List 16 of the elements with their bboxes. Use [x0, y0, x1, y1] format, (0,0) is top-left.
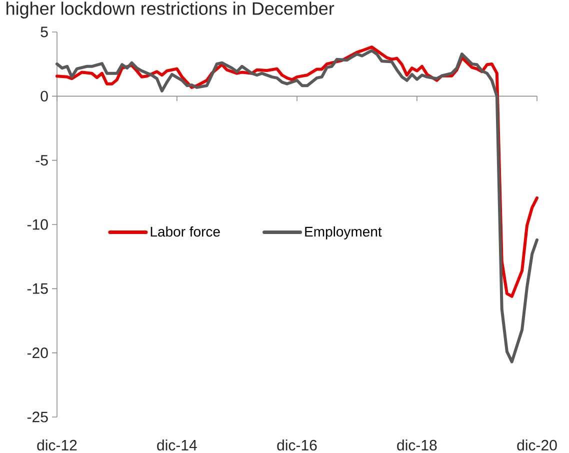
y-tick-label: -10 — [27, 219, 48, 230]
y-tick-label: -25 — [27, 412, 48, 422]
x-tick-label: dic-16 — [277, 440, 317, 451]
y-tick-label: -20 — [27, 348, 48, 358]
chart-title: higher lockdown restrictions in December — [6, 2, 334, 18]
x-tick-label: dic-18 — [397, 440, 437, 451]
y-tick-label: -5 — [36, 155, 48, 166]
x-tick-label: dic-20 — [517, 440, 557, 451]
y-tick-label: 5 — [40, 26, 48, 38]
line-series — [56, 49, 539, 364]
y-tick-label: 0 — [40, 90, 48, 102]
x-tick-label: dic-12 — [37, 440, 77, 451]
legend-label: Employment — [305, 226, 382, 240]
legend-label: Labor force — [150, 226, 220, 237]
x-tick-label: dic-14 — [157, 440, 197, 451]
y-tick-label: -15 — [27, 283, 48, 294]
